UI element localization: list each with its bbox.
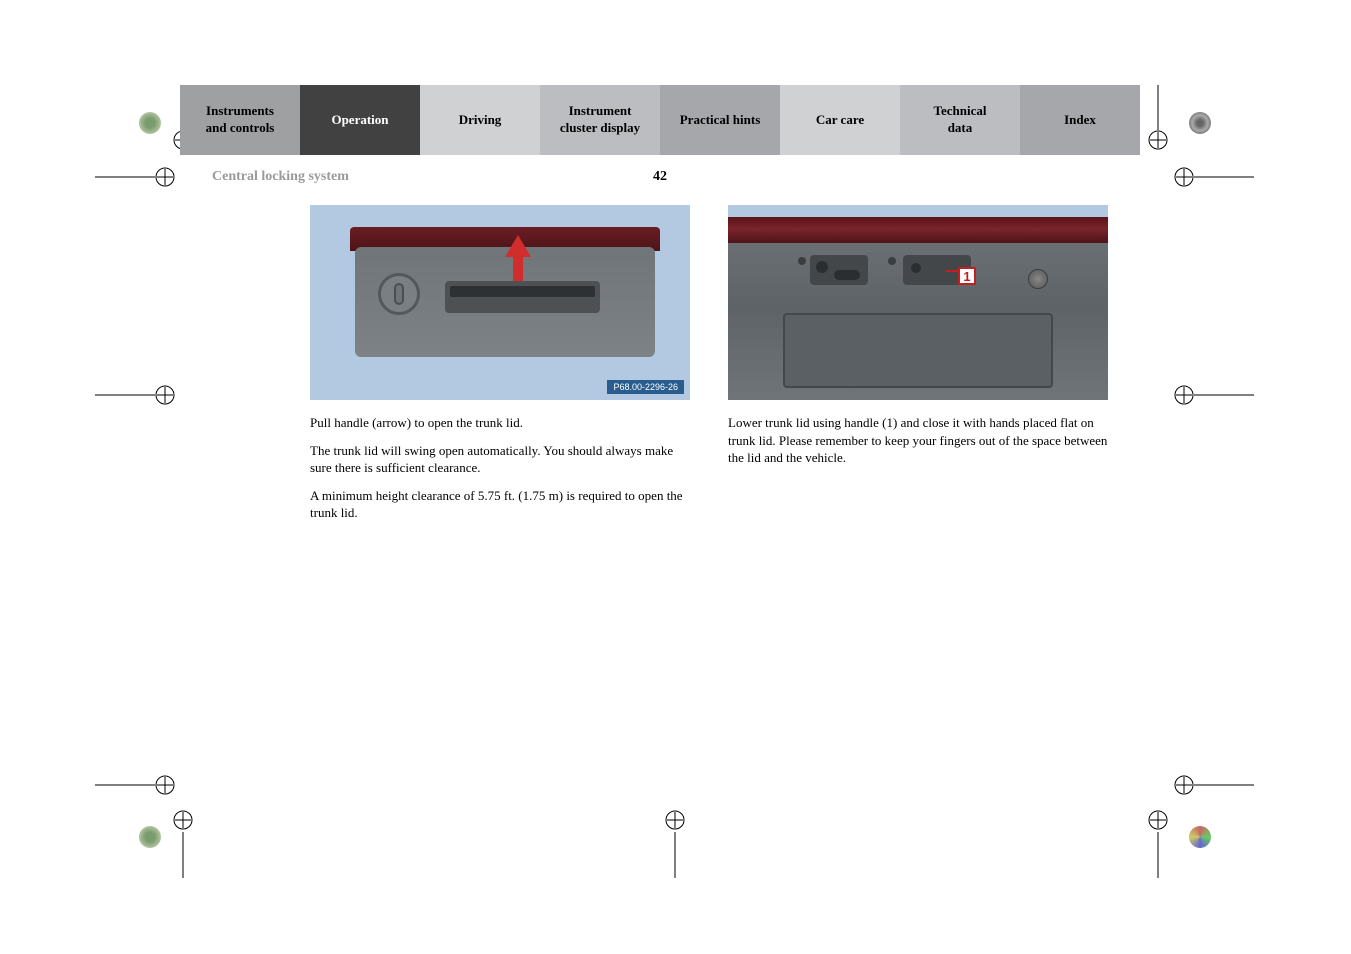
- screw-icon: [888, 257, 896, 265]
- trunk-lock-icon: [378, 273, 420, 315]
- section-header: Central locking system 42: [180, 169, 1140, 185]
- tab-label: Car care: [816, 112, 864, 129]
- tab-label: Practical hints: [680, 112, 761, 129]
- up-arrow-stem: [513, 255, 523, 281]
- up-arrow-icon: [505, 235, 531, 257]
- crop-mark-icon: [1143, 808, 1173, 878]
- tab-instruments-controls[interactable]: Instrumentsand controls: [180, 85, 300, 155]
- tab-label: Technicaldata: [934, 103, 987, 137]
- tab-label: Driving: [459, 112, 502, 129]
- tab-practical-hints[interactable]: Practical hints: [660, 85, 780, 155]
- body-paragraph: Pull handle (arrow) to open the trunk li…: [310, 414, 698, 432]
- left-column: P68.00-2296-26 Pull handle (arrow) to op…: [310, 205, 698, 532]
- right-column: 1 Lower trunk lid using handle (1) and c…: [728, 205, 1116, 532]
- tab-driving[interactable]: Driving: [420, 85, 540, 155]
- tab-label: Instrumentsand controls: [206, 103, 275, 137]
- section-title: Central locking system: [212, 169, 349, 185]
- tab-index[interactable]: Index: [1020, 85, 1140, 155]
- license-plate-recess: [783, 313, 1053, 388]
- tab-bar: Instrumentsand controls Operation Drivin…: [180, 85, 1140, 155]
- figure-trunk-handle: P68.00-2296-26: [310, 205, 690, 400]
- figure-caption: P68.00-2296-26: [607, 380, 684, 394]
- callout-label: 1: [958, 267, 976, 285]
- tab-label: Instrumentcluster display: [560, 103, 640, 137]
- body-paragraph: Lower trunk lid using handle (1) and clo…: [728, 414, 1116, 467]
- crop-mark-icon: [95, 162, 175, 192]
- crop-mark-icon: [1143, 85, 1173, 155]
- crop-mark-icon: [1174, 162, 1254, 192]
- registration-mark-icon: [139, 826, 161, 848]
- content-area: P68.00-2296-26 Pull handle (arrow) to op…: [180, 205, 1140, 532]
- tab-instrument-cluster[interactable]: Instrumentcluster display: [540, 85, 660, 155]
- registration-mark-icon: [1189, 826, 1211, 848]
- registration-mark-icon: [1189, 112, 1211, 134]
- tab-label: Index: [1064, 112, 1096, 129]
- registration-mark-icon: [139, 112, 161, 134]
- figure-trunk-inner: 1: [728, 205, 1108, 400]
- trunk-lock-icon: [1028, 269, 1048, 289]
- body-paragraph: The trunk lid will swing open automatica…: [310, 442, 698, 477]
- tab-label: Operation: [331, 112, 388, 129]
- crop-mark-icon: [1174, 380, 1254, 410]
- trunk-latch-recess: [810, 255, 868, 285]
- page-number: 42: [653, 169, 667, 185]
- manual-page: Instrumentsand controls Operation Drivin…: [180, 85, 1140, 845]
- crop-mark-icon: [1174, 770, 1254, 800]
- tab-technical-data[interactable]: Technicaldata: [900, 85, 1020, 155]
- screw-icon: [798, 257, 806, 265]
- crop-mark-icon: [95, 380, 175, 410]
- crop-mark-icon: [95, 770, 175, 800]
- trunk-handle: [445, 281, 600, 313]
- body-paragraph: A minimum height clearance of 5.75 ft. (…: [310, 487, 698, 522]
- tab-car-care[interactable]: Car care: [780, 85, 900, 155]
- tab-operation[interactable]: Operation: [300, 85, 420, 155]
